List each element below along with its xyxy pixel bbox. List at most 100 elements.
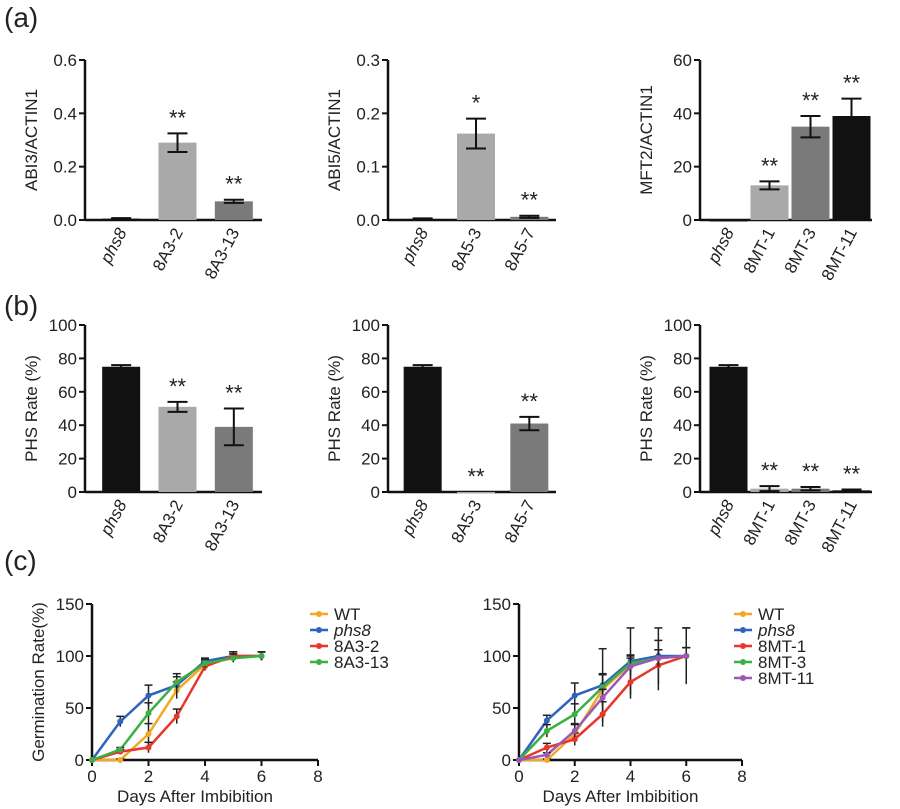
y-tick-label: 0.0 [356, 211, 380, 230]
x-tick-label: 8 [737, 767, 746, 786]
y-tick-label: 20 [673, 158, 692, 177]
y-tick-label: 0.3 [356, 51, 380, 70]
series-line [92, 654, 262, 762]
legend-marker [316, 627, 322, 633]
data-point [571, 736, 578, 743]
x-tick-label: phs8 [398, 496, 433, 539]
y-tick-label: 20 [58, 450, 77, 469]
data-point [543, 751, 550, 758]
data-point [89, 757, 95, 763]
bar [457, 492, 495, 494]
y-tick-label: 0.0 [53, 211, 77, 230]
y-axis-label: PHS Rate (%) [22, 355, 41, 462]
y-tick-label: 0.2 [356, 104, 380, 123]
y-tick-label: 60 [58, 383, 77, 402]
x-tick-label: phs8 [703, 496, 738, 539]
data-point [145, 731, 152, 737]
legend-label: phs8 [333, 621, 371, 640]
x-tick-label: 2 [570, 767, 579, 786]
y-tick-label: 0.4 [53, 104, 77, 123]
data-point [173, 713, 180, 720]
data-point [543, 717, 550, 724]
significance-label: ** [467, 464, 485, 489]
bar [158, 406, 197, 492]
y-tick-label: 0 [371, 483, 380, 502]
y-tick-label: 20 [673, 450, 692, 469]
data-point [117, 757, 124, 763]
y-tick-label: 80 [361, 349, 380, 368]
y-tick-label: 100 [49, 316, 77, 335]
significance-label: ** [761, 458, 779, 483]
y-tick-label: 0 [68, 483, 77, 502]
x-axis-label: Days After Imbibition [543, 787, 699, 806]
significance-label: ** [843, 461, 861, 486]
y-axis-label: ABI5/ACTIN1 [325, 89, 344, 191]
legend-label: 8A3-13 [334, 653, 389, 672]
significance-label: ** [761, 153, 779, 178]
data-point [599, 694, 606, 701]
legend-label: 8A3-2 [334, 637, 379, 656]
legend-marker [316, 643, 322, 649]
x-tick-label: 8A5-7 [501, 225, 539, 274]
panel-label-b: (b) [4, 290, 39, 321]
data-point [516, 757, 522, 763]
x-tick-label: 8MT-1 [740, 497, 779, 548]
y-tick-label: 150 [56, 595, 84, 614]
x-tick-label: 8A5-3 [447, 225, 485, 274]
y-tick-label: 80 [673, 349, 692, 368]
x-tick-label: 4 [626, 767, 635, 786]
legend-marker [740, 675, 746, 681]
data-point [145, 744, 152, 751]
significance-label: ** [802, 459, 820, 484]
x-tick-label: 8A5-7 [501, 497, 539, 546]
legend-marker [316, 659, 322, 665]
legend-label: 8MT-11 [758, 669, 814, 688]
x-tick-label: 8MT-11 [818, 497, 861, 556]
data-point [571, 727, 578, 734]
x-axis-label: Days After Imbibition [117, 787, 273, 806]
y-axis-label: Germination Rate(%) [29, 602, 48, 762]
data-point [145, 692, 152, 699]
data-point [173, 679, 180, 685]
x-tick-label: 2 [144, 767, 153, 786]
x-tick-label: phs8 [398, 224, 433, 267]
bar [102, 366, 141, 492]
significance-label: ** [802, 88, 820, 113]
x-tick-label: 8MT-3 [781, 497, 820, 548]
data-point [543, 757, 550, 763]
bar [510, 423, 549, 492]
y-axis-label: PHS Rate (%) [325, 355, 344, 462]
y-axis-label: ABI3/ACTIN1 [22, 89, 41, 191]
legend-marker [740, 611, 746, 617]
data-point [683, 653, 690, 659]
legend-label: WT [334, 605, 360, 624]
y-tick-label: 40 [58, 416, 77, 435]
x-tick-label: 0 [514, 767, 523, 786]
significance-label: ** [843, 71, 861, 96]
series-line [91, 654, 262, 762]
bar [791, 126, 830, 220]
y-tick-label: 100 [483, 647, 511, 666]
y-axis-label: PHS Rate (%) [637, 355, 656, 462]
series-line [91, 654, 262, 762]
y-tick-label: 0.1 [356, 158, 380, 177]
y-tick-label: 150 [483, 595, 511, 614]
legend-marker [316, 611, 322, 617]
x-tick-label: 8MT-3 [781, 225, 820, 276]
x-tick-label: 8A3-13 [201, 225, 244, 282]
data-point [543, 727, 550, 734]
y-tick-label: 100 [56, 647, 84, 666]
y-tick-label: 0.6 [53, 51, 77, 70]
data-point [571, 692, 578, 699]
x-tick-label: 8MT-1 [740, 225, 779, 276]
legend-label: 8MT-1 [758, 637, 806, 656]
series-line [90, 654, 262, 761]
data-point [230, 655, 237, 662]
y-tick-label: 50 [492, 699, 511, 718]
data-point [599, 711, 606, 718]
y-tick-label: 60 [673, 383, 692, 402]
y-axis-label: MFT2/ACTIN1 [637, 85, 656, 195]
bar [750, 185, 789, 220]
legend-label: phs8 [757, 621, 795, 640]
bar [709, 220, 748, 222]
